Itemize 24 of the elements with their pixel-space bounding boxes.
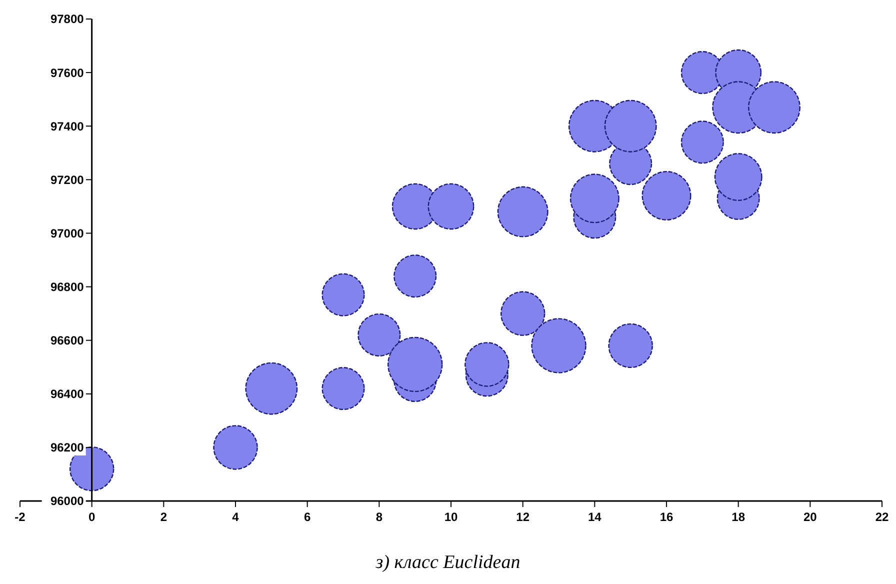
y-tick-label: 97600 [50, 66, 84, 80]
x-tick-label: 14 [588, 510, 602, 524]
y-tick-label: 97200 [50, 172, 84, 187]
x-tick-label: 20 [803, 510, 818, 524]
y-tick-label: 96000 [50, 494, 84, 508]
x-tick-label: 22 [875, 510, 889, 524]
y-tick-label: 96400 [50, 387, 84, 402]
x-tick-label: 8 [376, 510, 383, 524]
x-tick-label: 16 [660, 510, 674, 524]
x-tick-label: 0 [88, 510, 96, 524]
x-tick-label: 6 [304, 510, 311, 524]
x-tick-label: 18 [732, 510, 746, 524]
y-tick-label: 97000 [50, 226, 84, 240]
x-tick-label: 2 [160, 510, 168, 524]
x-tick-label: 4 [232, 510, 240, 524]
x-tick-label: -2 [14, 510, 26, 524]
x-tick-label: 12 [516, 510, 530, 524]
x-tick-label: 10 [444, 510, 458, 524]
y-tick-label: 97400 [50, 119, 84, 134]
y-tick-label: 96600 [50, 334, 84, 348]
y-tick-label: 96200 [50, 440, 84, 455]
y-tick-label: 97800 [50, 12, 84, 26]
y-tick-label: 96800 [50, 280, 84, 294]
text: з) класс Euclidean [374, 552, 520, 573]
